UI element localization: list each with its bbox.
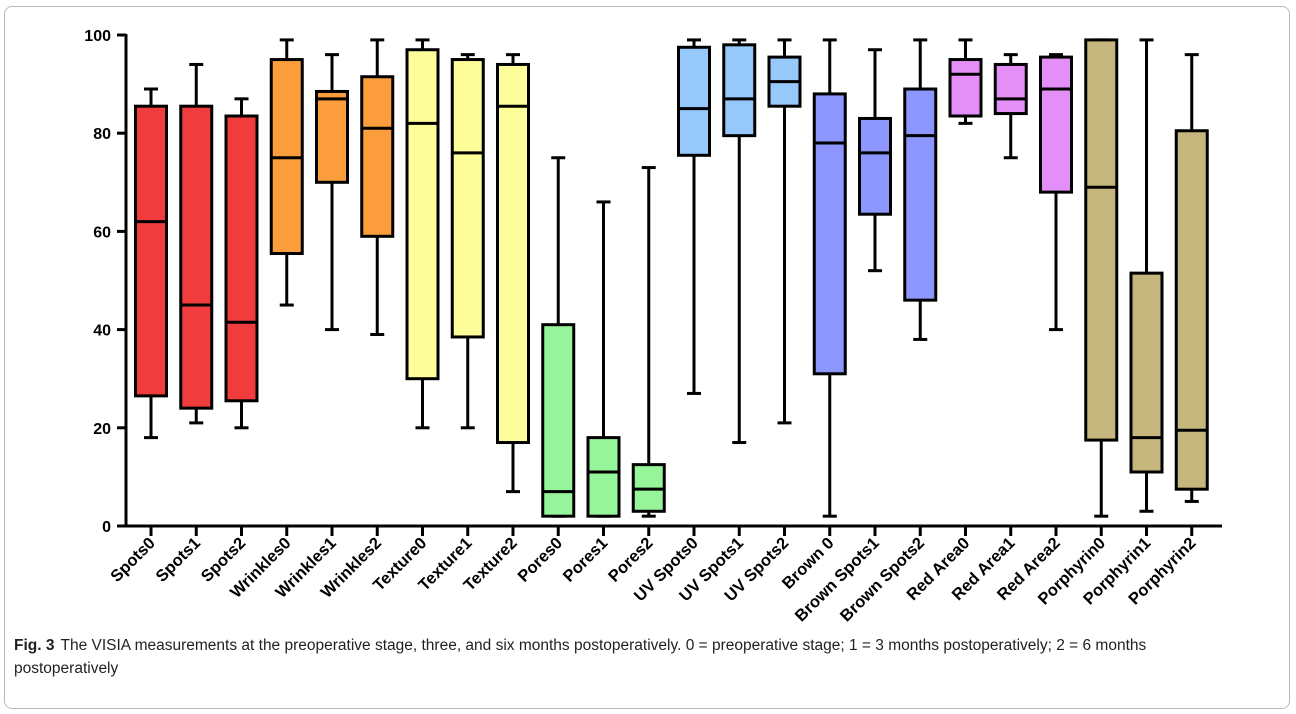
- box-23: [1129, 38, 1164, 513]
- iqr-box: [812, 92, 847, 376]
- box-7: [405, 38, 440, 430]
- iqr-box: [450, 58, 485, 339]
- box-4: [269, 38, 304, 307]
- y-tick-label: 80: [93, 126, 111, 143]
- box-20: [993, 53, 1028, 160]
- iqr-box: [541, 323, 576, 518]
- caption-text: The VISIA measurements at the preoperati…: [14, 637, 1147, 677]
- y-tick-label: 100: [84, 28, 111, 45]
- category-label: Pores0: [514, 534, 566, 586]
- box-1: [134, 87, 168, 440]
- caption-label: Fig. 3: [14, 637, 55, 654]
- box-6: [360, 38, 395, 337]
- category-label: Pores1: [560, 534, 612, 586]
- iqr-box: [1129, 271, 1164, 474]
- iqr-box: [360, 75, 395, 238]
- box-16: [812, 38, 847, 518]
- box-13: [677, 38, 711, 395]
- y-tick-label: 20: [93, 421, 111, 438]
- y-tick-label: 40: [93, 323, 111, 340]
- box-17: [858, 48, 892, 273]
- box-2: [179, 62, 214, 425]
- iqr-box: [903, 87, 938, 302]
- iqr-box: [1174, 129, 1209, 491]
- boxes-layer: [134, 38, 1209, 518]
- iqr-box: [405, 48, 440, 381]
- figure-frame: [4, 6, 1290, 709]
- box-19: [948, 38, 983, 125]
- category-labels: Spots0Spots1Spots2Wrinkles0Wrinkles1Wrin…: [107, 534, 1199, 625]
- box-22: [1084, 38, 1119, 518]
- y-tick-label: 60: [93, 224, 111, 241]
- x-axis: [125, 524, 1222, 536]
- box-14: [722, 38, 757, 445]
- iqr-box: [948, 58, 983, 118]
- y-tick-label: 0: [102, 519, 111, 536]
- box-plot-chart: 0 20 40 60 80 100 Spots0Spots1Spots2Wrinkles0…: [84, 28, 1222, 625]
- iqr-box: [722, 43, 757, 138]
- category-label: Spots1: [152, 534, 204, 586]
- iqr-box: [586, 436, 621, 518]
- box-18: [903, 38, 938, 341]
- iqr-box: [134, 104, 168, 398]
- box-9: [496, 53, 530, 494]
- iqr-box: [677, 45, 711, 157]
- box-24: [1174, 53, 1209, 503]
- box-21: [1039, 53, 1073, 332]
- iqr-box: [993, 62, 1028, 116]
- figure-caption: Fig. 3 The VISIA measurements at the preo…: [14, 634, 1254, 680]
- iqr-box: [315, 89, 349, 184]
- iqr-box: [1084, 38, 1119, 442]
- box-11: [586, 200, 621, 518]
- iqr-box: [224, 114, 259, 403]
- box-12: [631, 166, 666, 518]
- iqr-box: [179, 104, 214, 410]
- iqr-box: [496, 62, 530, 445]
- iqr-box: [858, 116, 892, 216]
- box-10: [541, 156, 576, 518]
- iqr-box: [1039, 55, 1073, 194]
- box-15: [767, 38, 802, 425]
- box-8: [450, 53, 485, 430]
- y-axis: 0 20 40 60 80 100: [84, 28, 128, 536]
- box-3: [224, 97, 259, 430]
- category-label: Spots0: [107, 534, 159, 586]
- box-5: [315, 53, 349, 332]
